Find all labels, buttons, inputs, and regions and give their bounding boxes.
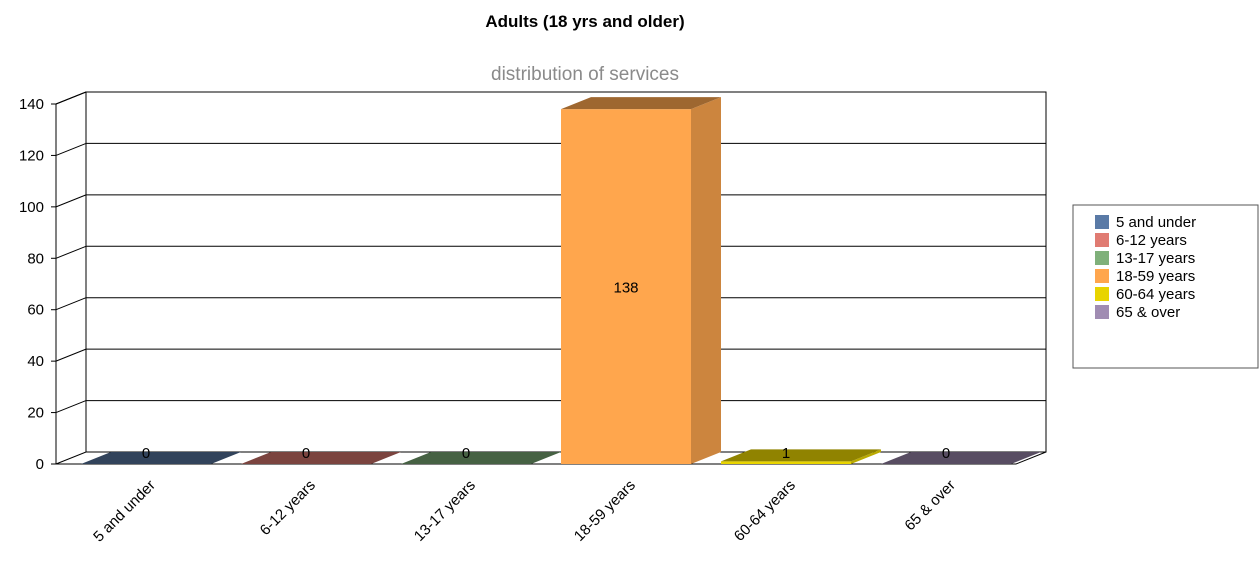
x-tick-label: 5 and under [90, 477, 159, 546]
legend-label: 60-64 years [1116, 286, 1195, 303]
y-tick-label: 140 [19, 96, 44, 113]
bar-side [691, 97, 721, 465]
bar-top [401, 452, 561, 464]
chart-subtitle: distribution of services [491, 64, 679, 85]
bar [721, 461, 851, 464]
gridline-depth [55, 194, 87, 208]
gridline-depth [55, 400, 87, 414]
legend-swatch [1095, 269, 1109, 283]
bars-group [81, 97, 1041, 465]
gridline-depth [55, 142, 87, 156]
gridline-depth [55, 245, 87, 259]
bar-top [81, 452, 241, 464]
y-tick-label: 0 [36, 456, 44, 473]
data-label: 0 [142, 445, 150, 462]
legend-label: 65 & over [1116, 304, 1180, 321]
legend-box [1072, 204, 1259, 369]
bar-side [851, 449, 881, 464]
legend-label: 5 and under [1116, 214, 1196, 231]
gridline-depth [55, 91, 87, 105]
bar-top [721, 449, 881, 462]
bar-top [241, 452, 401, 464]
bar-top [561, 97, 721, 110]
y-tick-label: 40 [27, 353, 44, 370]
legend-swatch [1095, 233, 1109, 247]
legend-swatch [1095, 305, 1109, 319]
y-tick-label: 60 [27, 302, 44, 319]
legend-swatch [1095, 251, 1109, 265]
gridline-depth [55, 348, 87, 362]
legend-label: 18-59 years [1116, 268, 1195, 285]
y-tick-label: 80 [27, 250, 44, 267]
y-tick-label: 20 [27, 405, 44, 422]
x-tick-label: 6-12 years [257, 477, 319, 539]
y-tick-label: 120 [19, 147, 44, 164]
x-tick-label: 65 & over [901, 477, 958, 534]
data-label: 0 [462, 445, 470, 462]
legend-label: 13-17 years [1116, 250, 1195, 267]
gridline-depth [55, 297, 87, 311]
data-label: 0 [942, 445, 950, 462]
x-tick-label: 13-17 years [411, 477, 479, 545]
bar-top [881, 452, 1041, 464]
chart-title: Adults (18 yrs and older) [485, 12, 684, 31]
x-tick-label: 18-59 years [571, 477, 639, 545]
bar [561, 109, 691, 465]
data-label: 0 [302, 445, 310, 462]
x-tick-label: 60-64 years [731, 477, 799, 545]
legend-label: 6-12 years [1116, 232, 1187, 249]
y-tick-label: 100 [19, 199, 44, 216]
data-label: 1 [782, 445, 790, 462]
data-label: 138 [613, 280, 638, 297]
legend-swatch [1095, 287, 1109, 301]
legend-swatch [1095, 215, 1109, 229]
plot-area [51, 91, 1047, 465]
